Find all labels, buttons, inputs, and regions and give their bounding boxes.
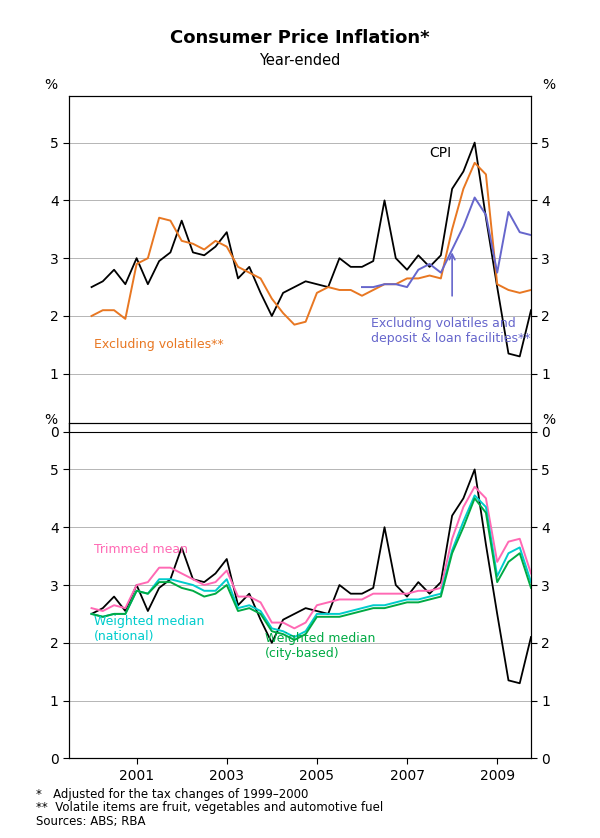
Text: %: % [44,78,58,92]
Text: %: % [44,413,58,427]
Text: CPI: CPI [430,146,452,160]
Text: Weighted median
(national): Weighted median (national) [94,615,204,643]
Text: Excluding volatiles and
deposit & loan facilities**: Excluding volatiles and deposit & loan f… [371,317,530,345]
Text: **  Volatile items are fruit, vegetables and automotive fuel: ** Volatile items are fruit, vegetables … [36,801,383,815]
Text: Excluding volatiles**: Excluding volatiles** [94,338,223,351]
Text: *   Adjusted for the tax changes of 1999–2000: * Adjusted for the tax changes of 1999–2… [36,788,308,801]
Text: Consumer Price Inflation*: Consumer Price Inflation* [170,28,430,47]
Text: %: % [542,413,556,427]
Text: Year-ended: Year-ended [259,53,341,68]
Text: %: % [542,78,556,92]
Text: Weighted median
(city-based): Weighted median (city-based) [265,632,376,660]
Text: Trimmed mean: Trimmed mean [94,543,188,556]
Text: Sources: ABS; RBA: Sources: ABS; RBA [36,815,146,828]
